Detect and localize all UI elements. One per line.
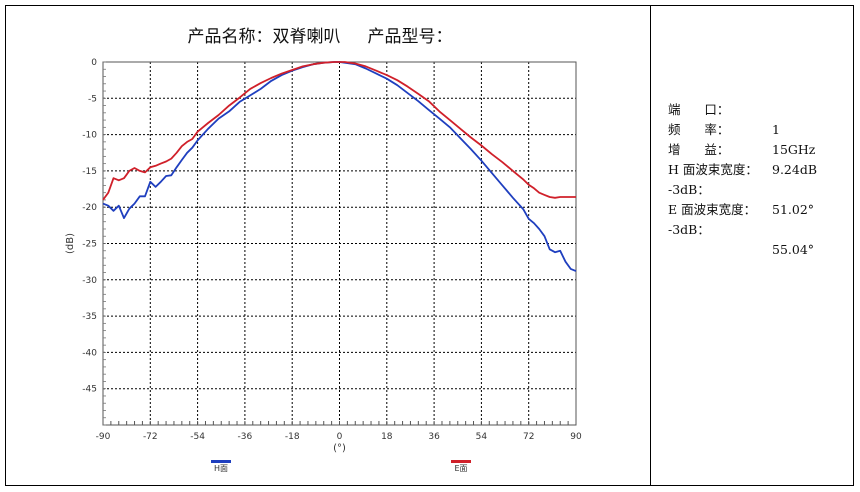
x-tick-labels: -90 -72 -54 -36 -18 0 18 36 54 72 90 (96, 432, 582, 442)
x-tick-label: 54 (476, 432, 488, 442)
x-axis-title: (°) (333, 443, 346, 454)
legend-swatch (451, 460, 471, 463)
y-tick-label: -45 (82, 385, 97, 395)
h-3db-value: 51.02° (772, 202, 815, 217)
y-tick-label: -25 (82, 240, 97, 250)
e-3db-value: 55.04° (772, 242, 815, 257)
port-label: 端 口： (668, 102, 730, 117)
legend-swatch (211, 460, 231, 463)
x-tick-label: 18 (381, 432, 393, 442)
port-value: 1 (772, 122, 780, 137)
h-3db-label: -3dB： (668, 182, 710, 197)
y-tick-label: -35 (82, 312, 97, 322)
info-row-h-3db: -3dB： 51.02° (668, 160, 848, 217)
x-tick-label: 0 (337, 432, 343, 442)
x-tick-label: 36 (428, 432, 440, 442)
radiation-pattern-chart: -90 -72 -54 -36 -18 0 18 36 54 72 90 0 -5 -10 -15 -20 -… (65, 58, 582, 473)
measurement-info-panel: 端 口： 1 频 率： 15GHz 增 益： 9.24dB H 面波束宽度： -… (668, 80, 848, 257)
info-row-e-beam: E 面波束宽度： (668, 180, 848, 217)
y-tick-label: -40 (82, 348, 97, 358)
x-tick-label: -54 (190, 432, 205, 442)
series-line-e-plane (102, 61, 576, 201)
info-row-port: 端 口： 1 (668, 80, 848, 137)
y-tick-labels: 0 -5 -10 -15 -20 -25 -30 -35 -40 -45 (82, 58, 97, 395)
gain-value: 9.24dB (772, 162, 818, 177)
minor-ticks (102, 61, 577, 426)
report-frame (5, 5, 854, 486)
x-tick-label: 90 (570, 432, 582, 442)
x-tick-label: -90 (96, 432, 111, 442)
legend-label: H面 (214, 464, 228, 473)
x-tick-label: -36 (238, 432, 253, 442)
e-beamwidth-label: E 面波束宽度： (668, 202, 757, 217)
legend-label: E面 (454, 464, 467, 473)
y-tick-label: -20 (82, 203, 97, 213)
x-tick-label: 72 (523, 432, 534, 442)
y-tick-label: -30 (82, 276, 97, 286)
frequency-value: 15GHz (772, 142, 816, 157)
grid (103, 62, 576, 425)
y-tick-label: 0 (91, 58, 97, 68)
info-row-e-3db: -3dB： 55.04° (668, 200, 848, 257)
y-tick-label: -10 (82, 131, 97, 141)
panel-divider (650, 5, 651, 486)
y-axis-title: (dB) (65, 233, 76, 254)
y-tick-label: -15 (82, 167, 97, 177)
info-row-frequency: 频 率： 15GHz (668, 100, 848, 157)
x-tick-label: -18 (285, 432, 300, 442)
h-beamwidth-label: H 面波束宽度： (668, 162, 758, 177)
legend: H面 E面 (211, 460, 471, 473)
e-3db-label: -3dB： (668, 222, 710, 237)
series-lines (102, 61, 577, 272)
info-row-h-beam: H 面波束宽度： (668, 140, 848, 177)
y-tick-label: -5 (88, 94, 97, 104)
x-tick-label: -72 (143, 432, 158, 442)
chart-title: 产品名称：双脊喇叭 产品型号： (187, 27, 453, 47)
gain-label: 增 益： (668, 142, 730, 157)
frequency-label: 频 率： (668, 122, 730, 137)
info-row-gain: 增 益： 9.24dB (668, 120, 848, 177)
